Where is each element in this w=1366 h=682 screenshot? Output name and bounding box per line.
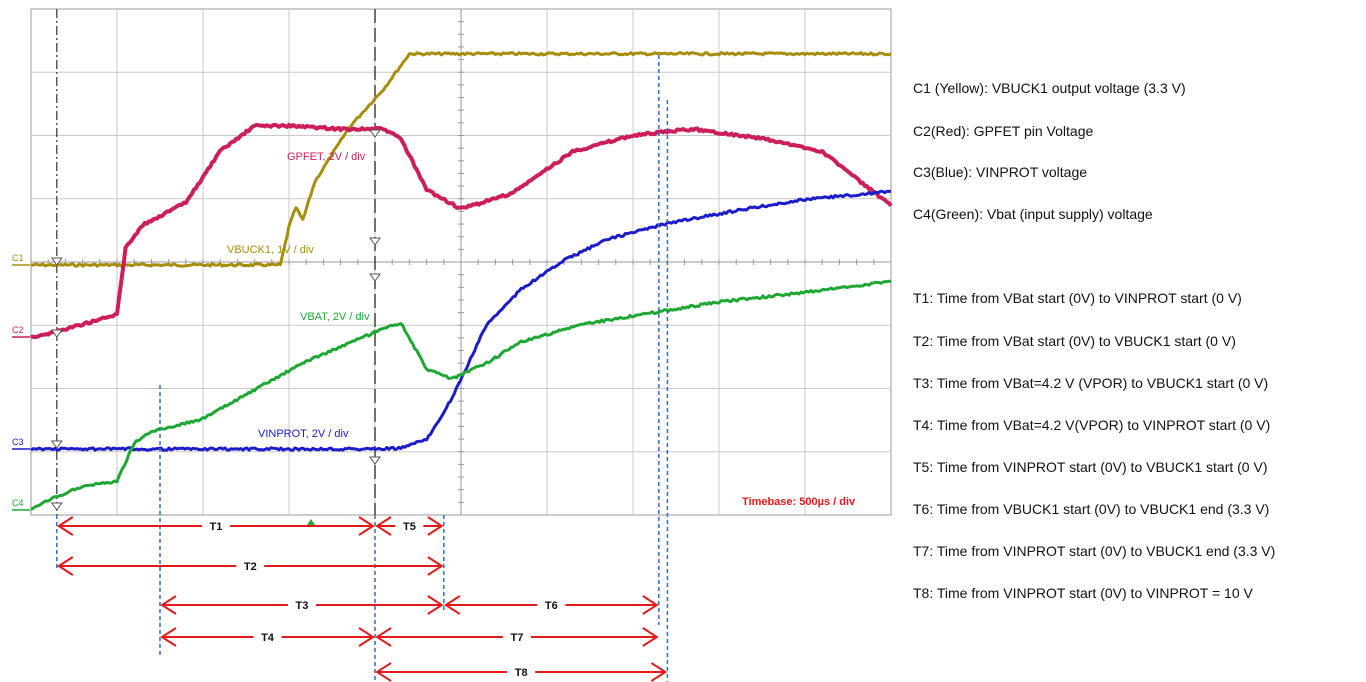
timing-label-t5: T5: [403, 521, 416, 533]
legend-t1: T1: Time from VBat start (0V) to VINPROT…: [913, 290, 1242, 306]
timing-arrow-t5: T5: [375, 516, 444, 536]
timing-label-t3: T3: [295, 600, 308, 612]
timing-arrow-head-left: [160, 595, 177, 615]
trigger-marker: [307, 519, 315, 525]
timing-arrow-head-right: [358, 627, 375, 647]
timing-label-background: [201, 517, 230, 535]
legend-t7: T7: Time from VINPROT start (0V) to VBUC…: [913, 543, 1276, 559]
timing-arrow-t4: T4: [160, 627, 375, 647]
legend-c4: C4(Green): Vbat (input supply) voltage: [913, 206, 1153, 222]
cursor-crossing-marker: [369, 237, 381, 246]
timing-arrow-t2: T2: [56, 556, 444, 576]
trace-c1: [30, 51, 892, 268]
trace-c4: [30, 279, 892, 511]
trace-label-c3: VINPROT, 2V / div: [258, 428, 349, 440]
timing-label-background: [507, 663, 536, 681]
legend-t4: T4: Time from VBat=4.2 V(VPOR) to VINPRO…: [913, 417, 1271, 433]
timing-label-t6: T6: [545, 600, 558, 612]
channel-marker-c3: C3: [12, 437, 24, 447]
timing-arrow-head-left: [56, 556, 74, 576]
legend-t2: T2: Time from VBat start (0V) to VBUCK1 …: [913, 333, 1236, 349]
channel-marker-c1: C1: [12, 253, 24, 263]
timing-arrow-t7: T7: [375, 627, 659, 647]
trace-label-c2: GPFET, 2V / div: [287, 151, 366, 163]
cursor-crossing-marker: [50, 440, 63, 449]
timing-label-background: [253, 628, 282, 646]
cursor-crossing-marker: [50, 329, 63, 338]
trace-c3: [30, 189, 891, 452]
timing-arrow-t1: T1: [56, 516, 375, 536]
timing-label-background: [236, 557, 265, 575]
timing-arrow-t6: T6: [443, 595, 659, 615]
timing-label-t4: T4: [261, 632, 275, 644]
trace-c2: [30, 122, 893, 340]
channel-marker-c4: C4: [12, 498, 24, 508]
timing-arrow-head-right: [427, 556, 444, 576]
timing-label-t8: T8: [515, 667, 528, 679]
timing-arrow-head-left: [443, 595, 461, 615]
legend-t6: T6: Time from VBUCK1 start (0V) to VBUCK…: [913, 501, 1270, 517]
cursor-crossing-marker: [369, 273, 381, 282]
legend-c2: C2(Red): GPFET pin Voltage: [913, 123, 1094, 139]
timing-label-background: [287, 596, 316, 614]
oscilloscope-chart: C1 VBUCK1, 1V / div C2 GPFET, 2V / div C3 VIN…: [12, 8, 893, 682]
legend-c1: C1 (Yellow): VBUCK1 output voltage (3.3 …: [913, 80, 1186, 96]
timing-arrow-head-right: [642, 627, 659, 647]
legend-t3: T3: Time from VBat=4.2 V (VPOR) to VBUCK…: [913, 375, 1269, 391]
cursor-crossing-marker: [369, 456, 381, 465]
timing-label-t2: T2: [244, 561, 257, 573]
timing-label-t7: T7: [510, 632, 523, 644]
trace-label-c4: VBAT, 2V / div: [300, 311, 370, 323]
timing-arrow-t8: T8: [375, 662, 668, 682]
timebase-label: Timebase: 500µs / div: [742, 496, 856, 508]
legend-t8: T8: Time from VINPROT start (0V) to VINP…: [913, 585, 1253, 601]
legend-c3: C3(Blue): VINPROT voltage: [913, 164, 1088, 180]
timing-arrow-head-left: [375, 516, 392, 536]
timing-arrow-head-left: [375, 662, 392, 682]
legend-t5: T5: Time from VINPROT start (0V) to VBUC…: [913, 459, 1268, 475]
timing-arrow-head-right: [427, 595, 444, 615]
cursor-crossing-marker: [369, 129, 381, 138]
cursor-crossing-marker: [50, 502, 63, 511]
timing-arrow-head-left: [160, 627, 177, 647]
timing-arrow-head-left: [375, 627, 392, 647]
timing-arrow-head-left: [56, 516, 74, 536]
timing-arrow-head-right: [358, 516, 375, 536]
channel-marker-c2: C2: [12, 325, 24, 335]
grid: [30, 8, 892, 516]
cursor-crossing-marker: [50, 257, 63, 266]
timing-label-t1: T1: [209, 521, 222, 533]
timing-arrow-head-right: [427, 516, 444, 536]
timing-arrow-head-right: [650, 662, 668, 682]
trace-label-c1: VBUCK1, 1V / div: [227, 244, 314, 256]
timing-arrow-head-right: [642, 595, 659, 615]
timing-arrow-t3: T3: [160, 595, 444, 615]
timing-label-background: [395, 517, 424, 535]
timing-label-background: [537, 596, 566, 614]
timing-label-background: [502, 628, 531, 646]
